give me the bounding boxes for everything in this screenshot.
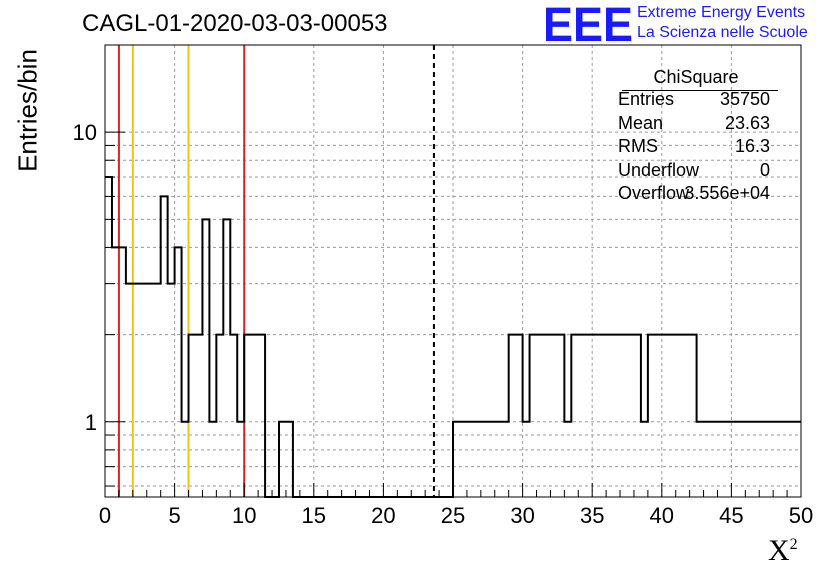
stats-key: Underflow	[618, 159, 700, 180]
stats-value: 35750	[719, 89, 770, 109]
stats-row: Mean 23.63	[612, 113, 780, 137]
x-tick-label: 25	[441, 503, 465, 528]
marker-lines	[117, 45, 435, 497]
y-tick-labels: 1 10	[73, 120, 97, 435]
x-tick-label: 30	[510, 503, 534, 528]
x-tick-label: 45	[719, 503, 743, 528]
stats-row: Underflow 0	[612, 160, 780, 184]
stats-key: Entries	[618, 89, 675, 109]
x-tick-label: 20	[371, 503, 395, 528]
stats-box: ChiSquare Entries 35750 Mean 23.63 RMS 16.3…	[612, 67, 780, 207]
stats-divider	[622, 90, 778, 91]
y-axis-label: Entries/bin	[12, 49, 43, 172]
stats-value: 0	[759, 159, 770, 180]
y-tick-label: 10	[73, 120, 97, 145]
stats-row: Entries 35750	[612, 89, 780, 113]
axis-ticks	[104, 44, 802, 497]
logo-line-1: Extreme Energy Events	[637, 4, 806, 21]
stats-row: RMS 16.3	[612, 136, 780, 160]
eee-logo: EEE	[543, 3, 633, 43]
logo-acronym: EEE	[543, 3, 633, 43]
chart-title: CAGL-01-2020-03-03-00053	[82, 10, 388, 37]
stats-title: ChiSquare	[653, 67, 739, 87]
stats-value: 3.556e+04	[684, 183, 770, 203]
x-tick-label: 35	[580, 503, 604, 528]
x-tick-label: 50	[789, 503, 813, 528]
stats-key: Mean	[618, 112, 664, 133]
x-axis-label: X2	[768, 534, 798, 567]
x-tick-label: 15	[302, 503, 326, 528]
y-tick-label: 1	[85, 410, 97, 435]
x-tick-label: 5	[168, 503, 180, 528]
stats-value: 16.3	[734, 136, 770, 156]
logo-line-2: La Scienza nelle Scuole	[637, 24, 808, 41]
stats-key: Overflow	[618, 183, 690, 203]
x-tick-label: 40	[650, 503, 674, 528]
stats-key: RMS	[618, 136, 658, 156]
stats-value: 23.63	[724, 112, 770, 133]
x-tick-label: 10	[232, 503, 256, 528]
stats-row: Overflow 3.556e+04	[612, 183, 780, 207]
x-tick-label: 0	[99, 503, 111, 528]
x-tick-labels: 0 5 10 15 20 25 30 35 40 45 50	[99, 503, 813, 528]
